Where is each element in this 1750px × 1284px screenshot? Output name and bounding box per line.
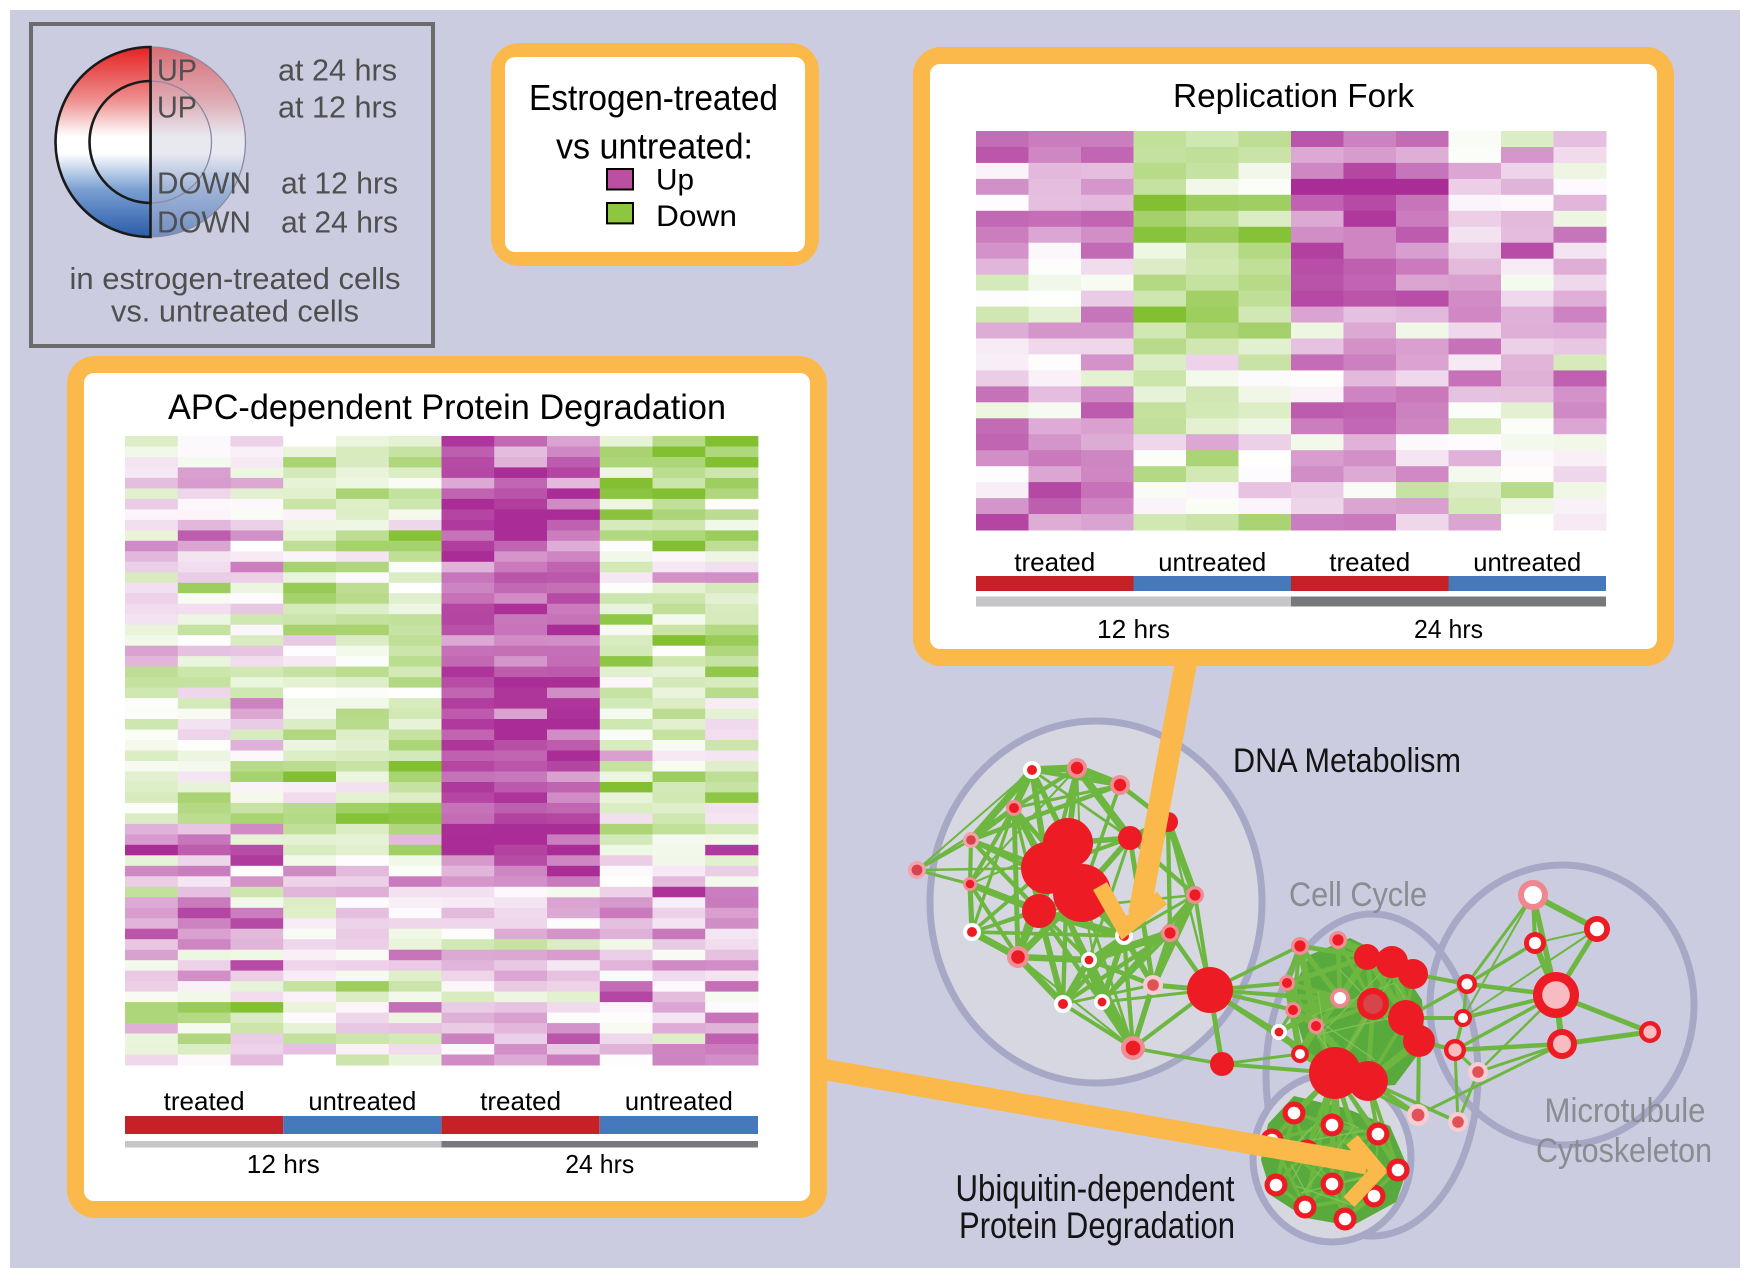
svg-text:DOWN: DOWN	[157, 166, 251, 201]
svg-text:at 12 hrs: at 12 hrs	[281, 166, 398, 201]
svg-text:24 hrs: 24 hrs	[565, 1149, 634, 1179]
svg-text:treated: treated	[480, 1086, 561, 1116]
svg-text:in estrogen-treated cells: in estrogen-treated cells	[70, 261, 401, 296]
svg-text:treated: treated	[1014, 547, 1095, 577]
svg-text:APC-dependent Protein Degradat: APC-dependent Protein Degradation	[168, 388, 726, 427]
svg-text:Protein Degradation: Protein Degradation	[959, 1205, 1235, 1246]
svg-text:DOWN: DOWN	[157, 205, 251, 240]
svg-text:at 24 hrs: at 24 hrs	[281, 205, 398, 240]
svg-text:Cytoskeleton: Cytoskeleton	[1536, 1132, 1712, 1170]
svg-text:untreated: untreated	[1158, 547, 1266, 577]
svg-text:UP: UP	[157, 90, 197, 125]
svg-text:treated: treated	[164, 1086, 245, 1116]
svg-text:untreated: untreated	[1473, 547, 1581, 577]
svg-text:Ubiquitin-dependent: Ubiquitin-dependent	[956, 1168, 1236, 1209]
svg-text:Microtubule: Microtubule	[1545, 1092, 1706, 1130]
svg-text:24 hrs: 24 hrs	[1414, 614, 1483, 644]
svg-text:12 hrs: 12 hrs	[1097, 614, 1170, 644]
svg-text:Estrogen-treated: Estrogen-treated	[529, 77, 778, 118]
svg-text:untreated: untreated	[308, 1086, 416, 1116]
svg-text:Down: Down	[656, 200, 737, 233]
svg-text:Replication Fork: Replication Fork	[1173, 77, 1414, 114]
svg-text:vs untreated:: vs untreated:	[556, 126, 753, 167]
svg-text:Cell Cycle: Cell Cycle	[1289, 876, 1427, 914]
svg-text:vs. untreated cells: vs. untreated cells	[111, 294, 359, 329]
svg-text:treated: treated	[1329, 547, 1410, 577]
svg-text:at 12 hrs: at 12 hrs	[278, 90, 397, 125]
svg-text:DNA Metabolism: DNA Metabolism	[1233, 742, 1461, 780]
svg-text:untreated: untreated	[625, 1086, 733, 1116]
svg-text:12 hrs: 12 hrs	[247, 1149, 320, 1179]
svg-text:at 24 hrs: at 24 hrs	[278, 53, 397, 88]
svg-text:Up: Up	[656, 164, 694, 197]
svg-text:UP: UP	[157, 53, 197, 88]
